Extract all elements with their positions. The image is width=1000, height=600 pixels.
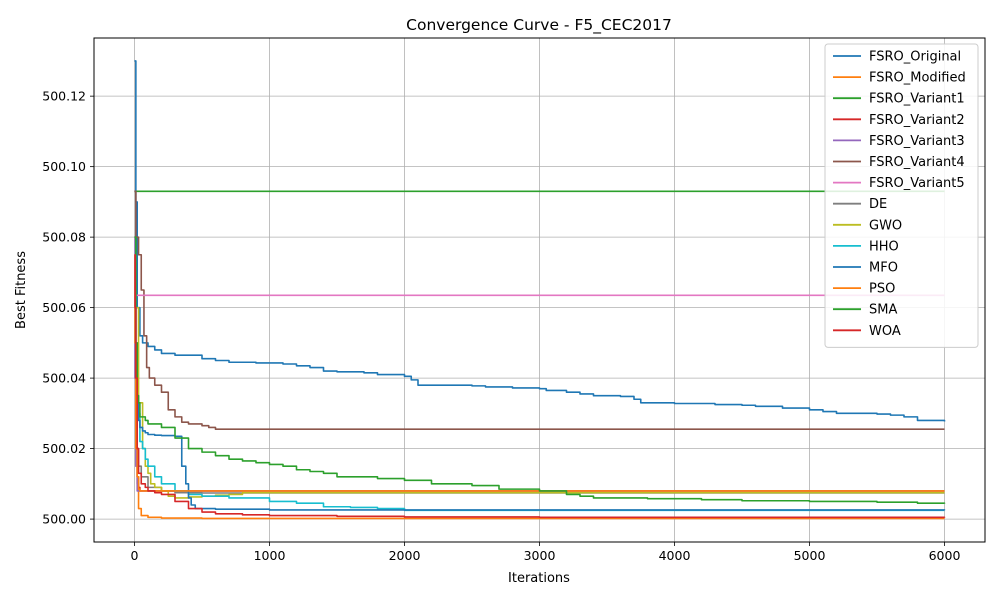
legend-entry: HHO <box>869 239 899 254</box>
legend-entry: FSRO_Variant3 <box>869 134 965 149</box>
legend: FSRO_Original FSRO_Modified FSRO_Variant1 F… <box>824 43 979 348</box>
legend-entry: SMA <box>869 303 897 318</box>
x-tick-label: 3000 <box>524 548 556 563</box>
legend-entry: GWO <box>869 218 902 233</box>
series-layer <box>134 60 946 520</box>
legend-entry: MFO <box>869 261 898 276</box>
legend-entry: WOA <box>869 324 901 339</box>
ticks: 0 1000 2000 3000 4000 5000 6000 500.00 500.02 500… <box>42 89 960 563</box>
legend-entry: FSRO_Original <box>869 50 961 65</box>
x-tick-label: 6000 <box>929 548 961 563</box>
y-tick-label: 500.10 <box>42 159 86 174</box>
legend-entry: FSRO_Modified <box>869 71 966 86</box>
x-tick-label: 1000 <box>254 548 286 563</box>
x-tick-label: 2000 <box>389 548 421 563</box>
series-line-sma <box>134 236 946 505</box>
legend-entry: FSRO_Variant5 <box>869 176 965 191</box>
y-tick-label: 500.04 <box>42 371 86 386</box>
y-axis-label: Best Fitness <box>14 251 29 329</box>
y-tick-label: 500.06 <box>42 300 86 315</box>
x-axis-label: Iterations <box>508 571 570 586</box>
y-tick-label: 500.08 <box>42 230 86 245</box>
y-tick-label: 500.12 <box>42 89 86 104</box>
chart-title: Convergence Curve - F5_CEC2017 <box>406 16 672 35</box>
legend-entry: FSRO_Variant2 <box>869 113 965 128</box>
legend-entry: PSO <box>869 282 895 297</box>
legend-entry: DE <box>869 197 887 212</box>
y-tick-label: 500.00 <box>42 512 86 527</box>
y-tick-label: 500.02 <box>42 441 86 456</box>
series-line-fsro-original <box>134 60 946 422</box>
legend-box <box>824 43 979 348</box>
legend-entry: FSRO_Variant4 <box>869 155 965 170</box>
x-tick-label: 4000 <box>659 548 691 563</box>
x-tick-label: 0 <box>131 548 139 563</box>
legend-entry: FSRO_Variant1 <box>869 92 965 107</box>
series-line-fsro-variant4 <box>134 190 945 431</box>
x-tick-label: 5000 <box>794 548 826 563</box>
series-line-woa <box>134 253 946 519</box>
